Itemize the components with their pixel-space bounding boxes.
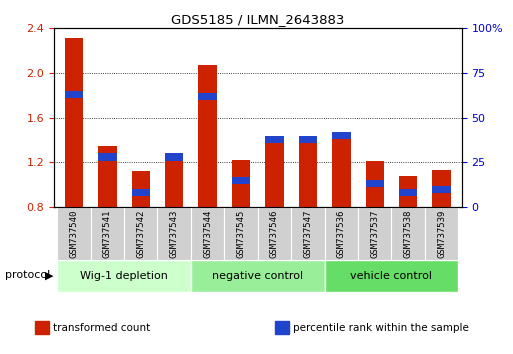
Bar: [399, 176, 418, 207]
Bar: [432, 185, 451, 193]
Text: GSM737536: GSM737536: [337, 209, 346, 258]
Text: GSM737544: GSM737544: [203, 209, 212, 258]
Bar: [91, 207, 124, 260]
Bar: [199, 65, 217, 207]
Bar: [366, 161, 384, 207]
Bar: [191, 207, 224, 260]
Text: GSM737543: GSM737543: [170, 209, 179, 258]
Text: protocol: protocol: [5, 270, 50, 280]
Bar: [366, 180, 384, 187]
Bar: [332, 132, 350, 139]
Bar: [124, 207, 157, 260]
Text: transformed count: transformed count: [53, 323, 151, 333]
Text: negative control: negative control: [212, 271, 303, 281]
Bar: [358, 207, 391, 260]
Bar: [299, 136, 317, 143]
Bar: [165, 155, 184, 207]
Text: GSM737542: GSM737542: [136, 209, 145, 258]
Text: GSM737546: GSM737546: [270, 209, 279, 258]
Bar: [191, 260, 325, 292]
Bar: [265, 142, 284, 207]
Bar: [291, 207, 325, 260]
Bar: [157, 207, 191, 260]
Bar: [199, 93, 217, 100]
Text: GSM737545: GSM737545: [236, 209, 246, 258]
Bar: [391, 207, 425, 260]
Bar: [299, 142, 317, 207]
Bar: [232, 160, 250, 207]
Bar: [65, 91, 83, 98]
Bar: [98, 154, 116, 161]
Bar: [132, 171, 150, 207]
Bar: [258, 207, 291, 260]
Text: GSM737538: GSM737538: [404, 209, 413, 258]
Text: Wig-1 depletion: Wig-1 depletion: [80, 271, 168, 281]
Text: ▶: ▶: [45, 270, 54, 280]
Bar: [232, 177, 250, 184]
Title: GDS5185 / ILMN_2643883: GDS5185 / ILMN_2643883: [171, 13, 344, 26]
Bar: [165, 154, 184, 161]
Text: GSM737547: GSM737547: [303, 209, 312, 258]
Bar: [35, 321, 49, 334]
Text: GSM737541: GSM737541: [103, 209, 112, 258]
Text: vehicle control: vehicle control: [350, 271, 432, 281]
Bar: [57, 260, 191, 292]
Text: percentile rank within the sample: percentile rank within the sample: [293, 323, 469, 333]
Bar: [425, 207, 458, 260]
Bar: [332, 138, 350, 207]
Bar: [65, 38, 83, 207]
Bar: [265, 136, 284, 143]
Bar: [399, 189, 418, 196]
Text: GSM737537: GSM737537: [370, 209, 379, 258]
Text: GSM737540: GSM737540: [69, 209, 78, 258]
Bar: [275, 321, 289, 334]
Bar: [57, 207, 91, 260]
Bar: [132, 189, 150, 196]
Bar: [98, 145, 116, 207]
Bar: [325, 260, 458, 292]
Bar: [325, 207, 358, 260]
Bar: [432, 170, 451, 207]
Bar: [224, 207, 258, 260]
Text: GSM737539: GSM737539: [437, 209, 446, 258]
